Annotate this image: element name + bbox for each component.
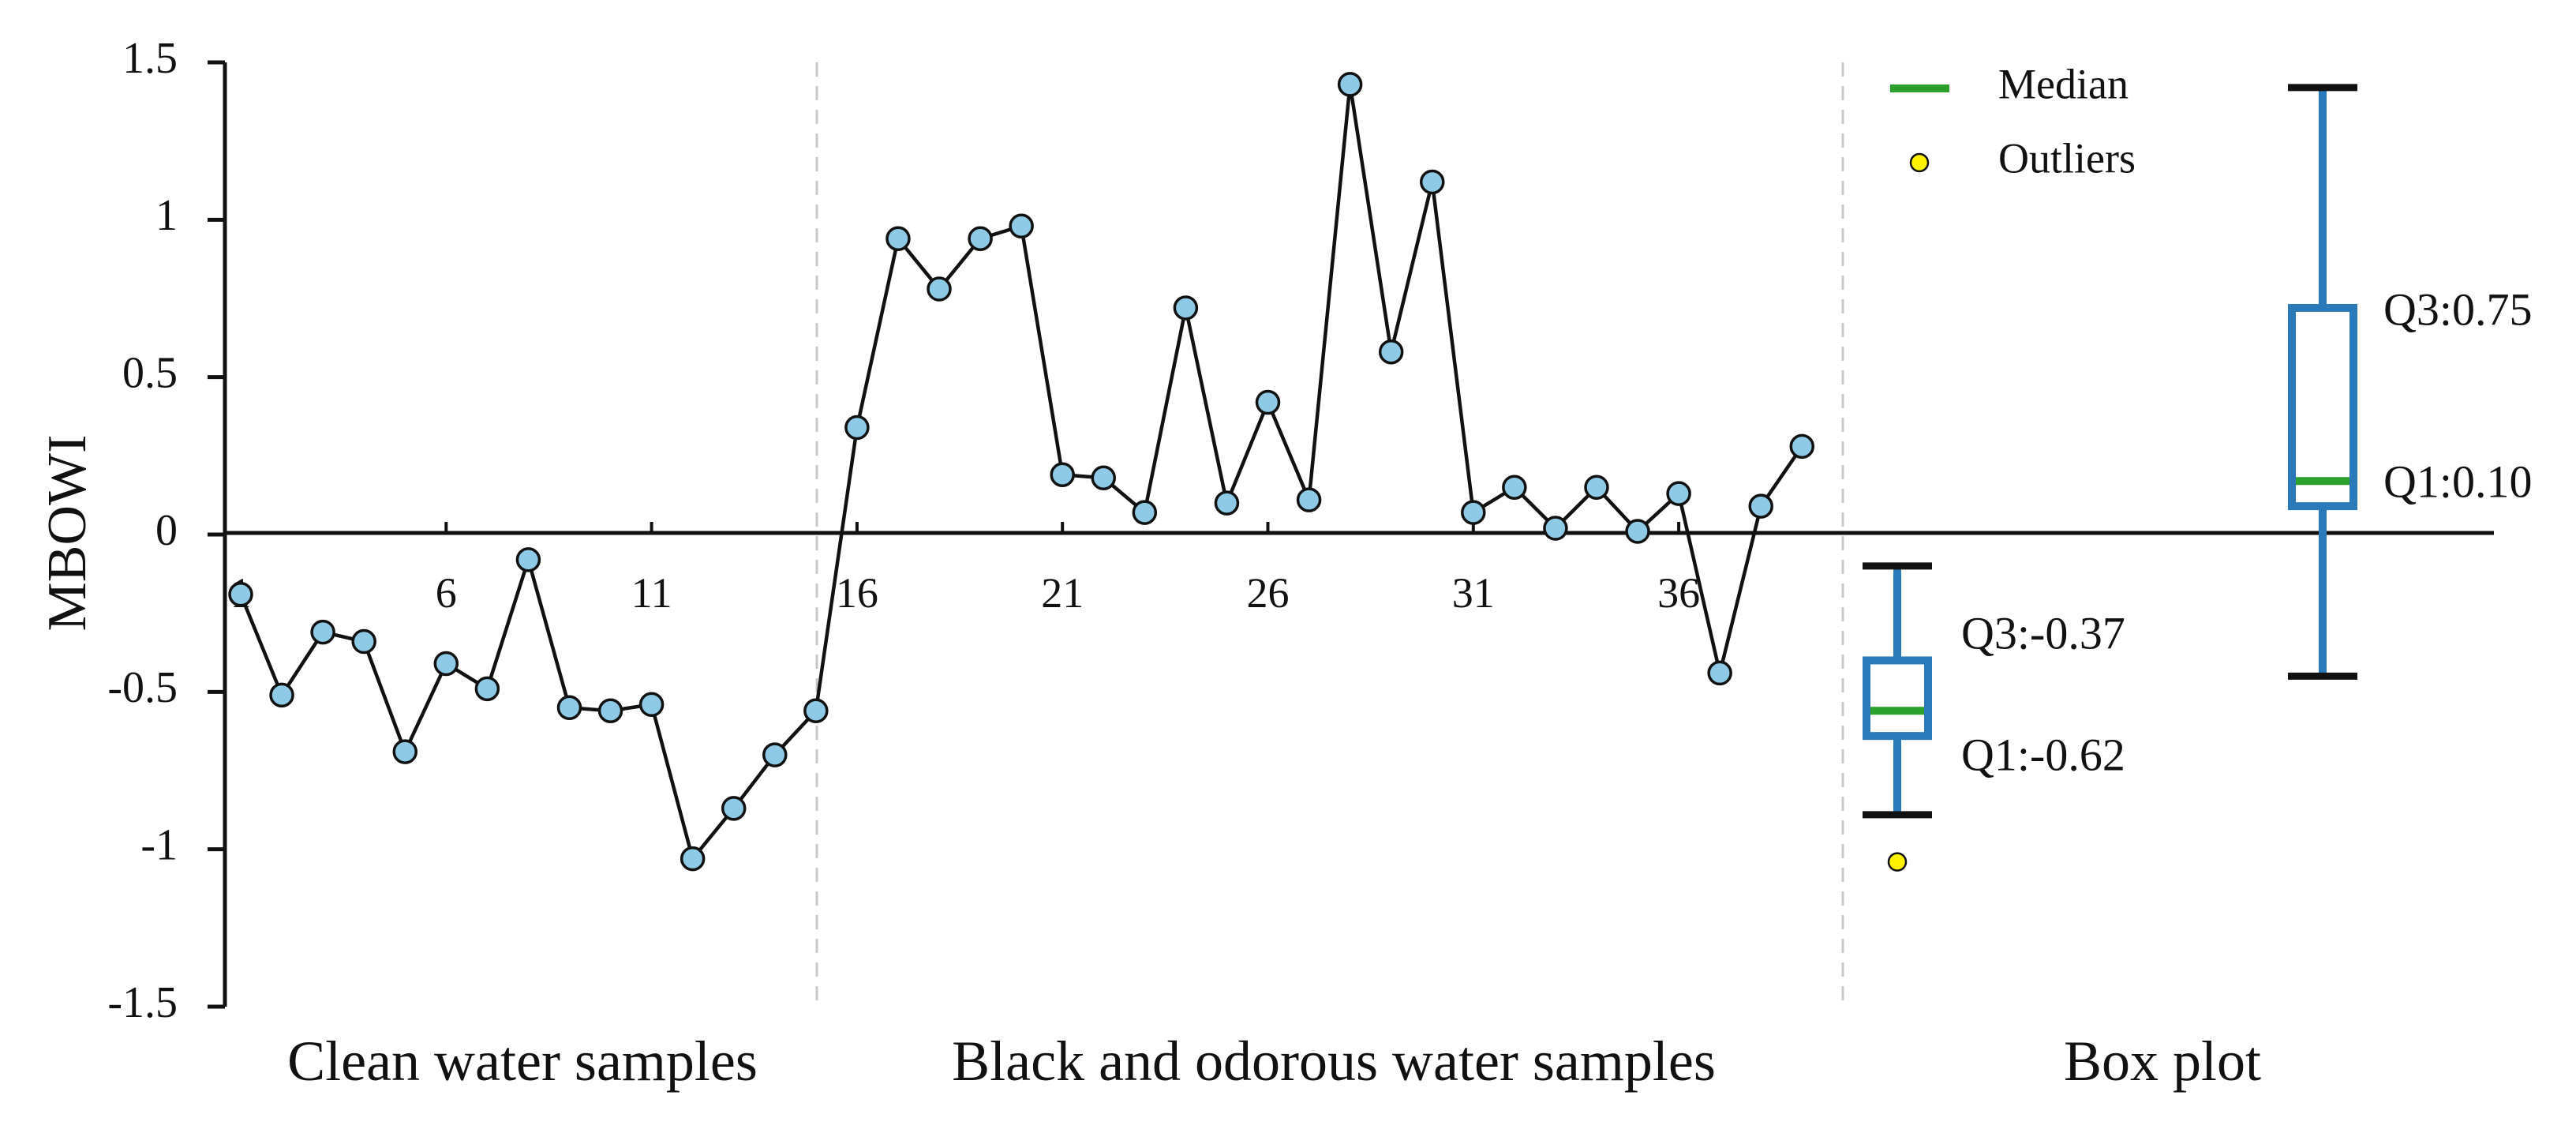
data-point-marker (392, 739, 417, 764)
box-iqr-rect (1863, 656, 1932, 741)
box-iqr-rect (2288, 303, 2357, 511)
y-tick-label: 1 (155, 191, 178, 240)
data-point-marker (1543, 516, 1568, 541)
data-point-marker (968, 226, 993, 252)
y-axis-title: MBOWI (37, 435, 98, 632)
data-point-marker (310, 619, 335, 645)
y-tick-label: 0 (155, 506, 178, 555)
data-point-marker (1337, 72, 1363, 97)
x-tick-label: 31 (1452, 569, 1495, 617)
data-point-marker (515, 547, 541, 572)
data-point-marker (680, 846, 706, 872)
y-tick-label: -1.5 (107, 978, 178, 1027)
series-group (228, 72, 1815, 872)
y-tick-label: -0.5 (107, 663, 178, 712)
data-point-marker (1419, 169, 1445, 195)
y-tick-label: 0.5 (122, 349, 178, 398)
data-point-marker (351, 628, 376, 655)
section-title-clean: Clean water samples (287, 1030, 758, 1093)
x-tick-label: 6 (436, 569, 457, 617)
data-point-marker (803, 698, 829, 724)
x-tick-label: 26 (1247, 569, 1290, 617)
section-title-box-plot: Box plot (2064, 1030, 2261, 1093)
data-point-marker (1173, 295, 1199, 321)
y-tick-label: 1.5 (122, 34, 178, 83)
data-point-marker (1050, 462, 1075, 488)
x-tick-label: 21 (1041, 569, 1084, 617)
data-point-marker (474, 676, 500, 702)
y-tick-label: -1 (140, 821, 178, 870)
box-outlier-point (1887, 852, 1908, 872)
data-point-marker (1255, 389, 1281, 415)
legend-outliers-label: Outliers (1998, 134, 2136, 182)
data-point-marker (1502, 475, 1527, 500)
data-point-marker (721, 796, 747, 821)
legend-outlier-swatch (1909, 152, 1930, 173)
data-point-marker (269, 682, 294, 708)
x-ticks-group: 16111621263136 (230, 522, 1700, 617)
data-point-marker (1789, 433, 1815, 460)
legend-median-label: Median (1998, 60, 2129, 107)
data-point-marker (1461, 500, 1486, 525)
data-point-marker (597, 698, 623, 724)
data-point-marker (762, 742, 788, 767)
data-point-marker (638, 692, 665, 718)
box2-q3-annotation: Q3:0.75 (2383, 283, 2533, 335)
data-point-marker (1378, 340, 1404, 365)
x-tick-label: 16 (836, 569, 878, 617)
series-line (238, 82, 1804, 861)
data-point-marker (1584, 475, 1609, 500)
data-point-marker (556, 695, 582, 721)
data-point-marker (886, 226, 911, 252)
data-point-marker (1009, 213, 1034, 239)
data-point-marker (1132, 500, 1158, 525)
y-ticks-group: 1.5 1 0.5 0 -0.5 -1 -1.5 (107, 34, 225, 1027)
data-point-marker (1666, 481, 1691, 506)
data-point-marker (1296, 487, 1322, 512)
data-point-marker (228, 581, 253, 607)
data-point-marker (1214, 490, 1240, 516)
data-point-marker (844, 415, 870, 441)
x-tick-label: 11 (631, 569, 672, 617)
data-point-marker (1748, 493, 1773, 519)
data-point-marker (1625, 519, 1650, 544)
box1-q3-annotation: Q3:-0.37 (1961, 607, 2125, 658)
section-title-black-odorous: Black and odorous water samples (952, 1030, 1716, 1093)
x-tick-label: 36 (1657, 569, 1700, 617)
data-point-marker (1707, 660, 1732, 686)
box2-q1-annotation: Q1:0.10 (2383, 456, 2533, 507)
data-point-marker (927, 276, 952, 302)
boxplot-group (1863, 84, 2357, 872)
box1-q1-annotation: Q1:-0.62 (1961, 729, 2125, 780)
data-point-marker (433, 651, 459, 677)
data-point-marker (1091, 465, 1117, 490)
